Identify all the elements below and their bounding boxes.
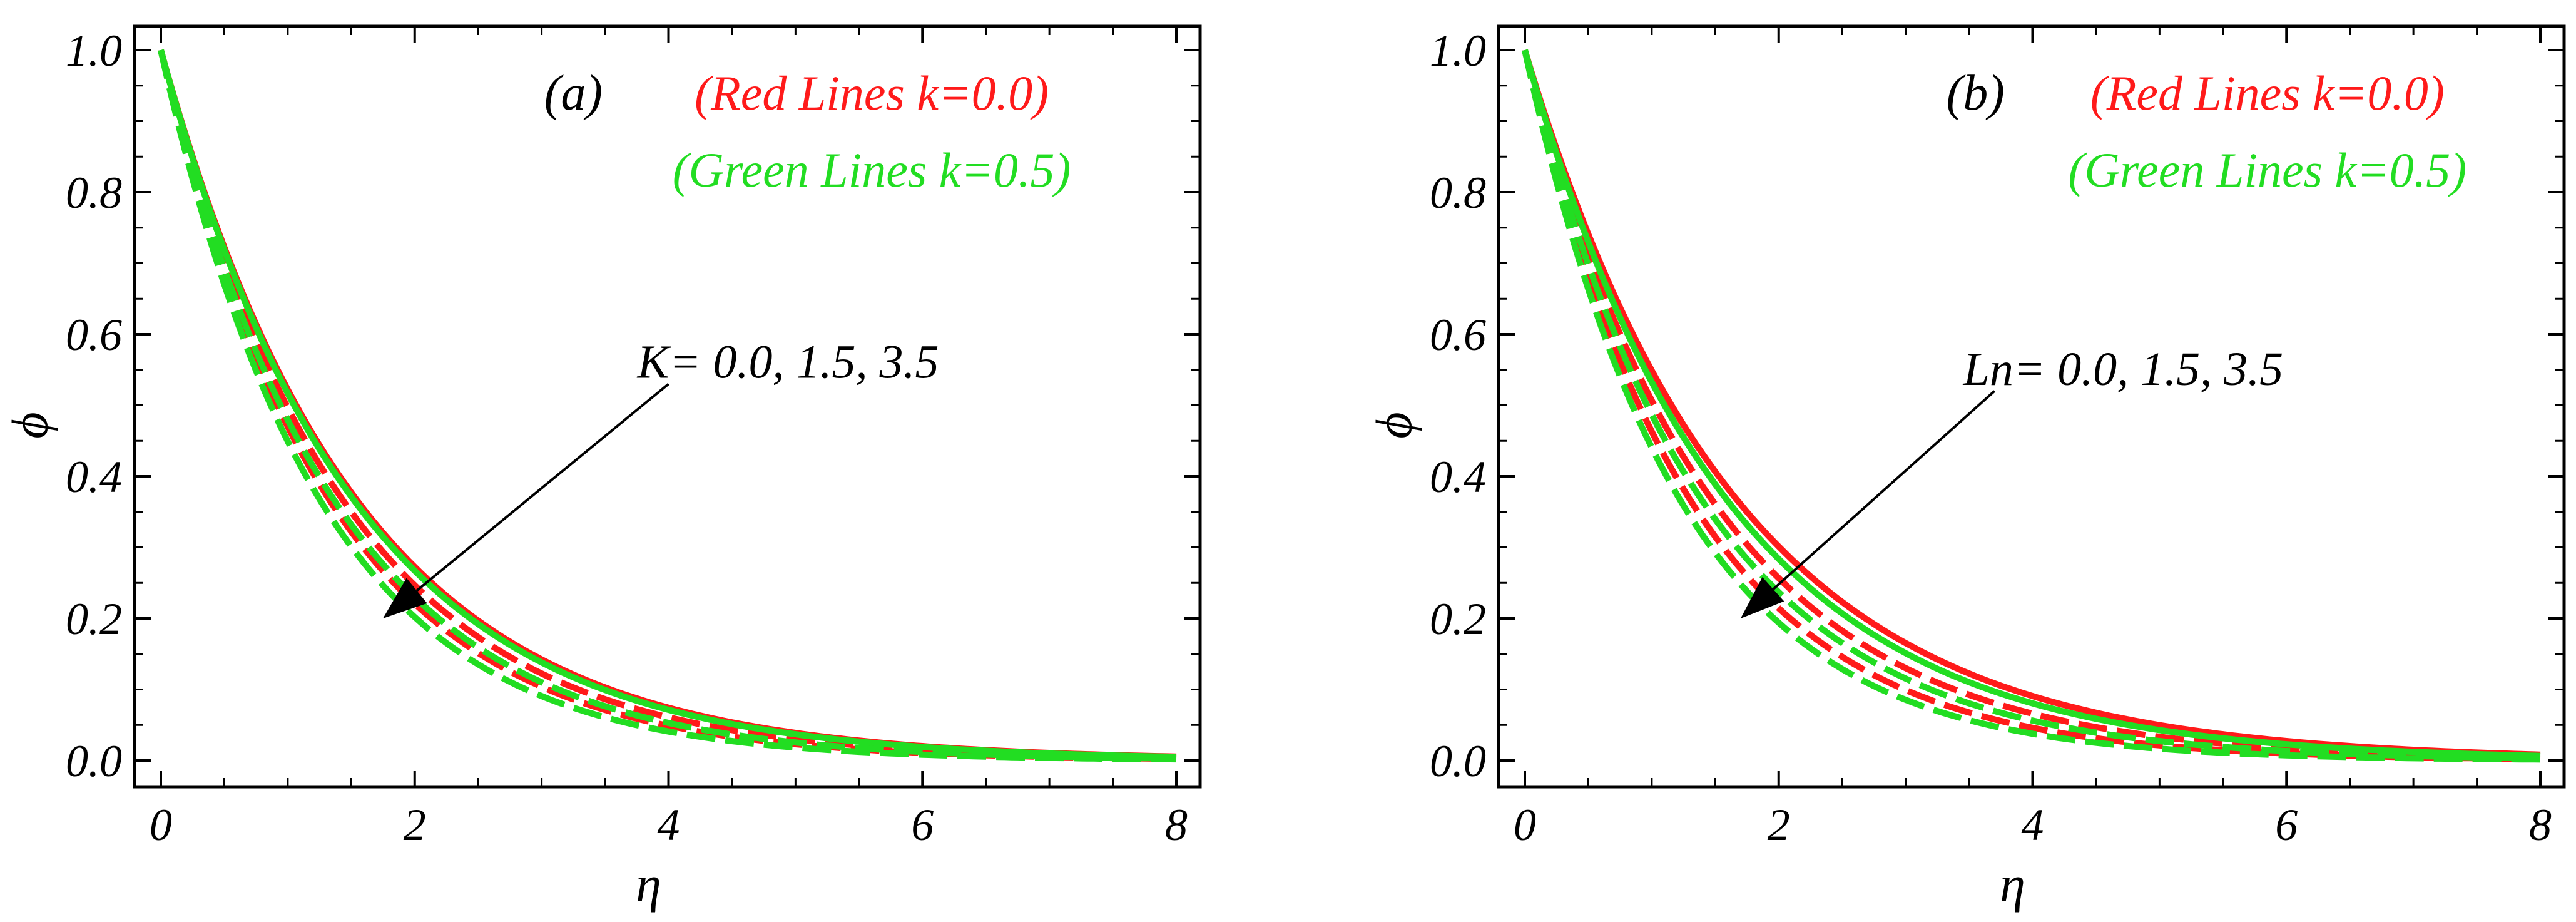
legend-red-lines: (Red Lines k=0.0) [2090,66,2445,120]
x-tick-label: 4 [658,800,680,850]
legend-green-lines: (Green Lines k=0.5) [2068,143,2467,197]
y-tick-label: 1.0 [66,26,122,76]
y-tick-label: 0.8 [1430,168,1486,218]
y-tick-label: 0.6 [1430,310,1486,360]
y-tick-label: 0.2 [1430,594,1486,644]
panel-label: (a) [544,66,603,121]
series-line-green-dashed-4 [1522,49,2541,762]
x-tick-label: 4 [2022,800,2044,850]
panel-a: 0 2 4 6 8 0.0 0.2 0.4 0.6 0.8 1.0 η ϕ (a) (Red Lines k… [1,24,1202,913]
x-tick-label: 6 [911,800,934,850]
y-tick-label: 0.8 [66,168,122,218]
annotation-arrow-shaft [1772,390,1995,590]
x-axis-title: η [636,856,661,913]
x-tick-label: 6 [2275,800,2298,850]
x-tick-label: 0 [1514,800,1536,850]
panel-b: 0 2 4 6 8 0.0 0.2 0.4 0.6 0.8 1.0 η ϕ (b) (Red Lines k… [1365,24,2566,913]
legend-red-lines: (Red Lines k=0.0) [695,66,1049,120]
series-line-green-dashed-5 [1522,49,2541,763]
y-tick-label: 1.0 [1430,26,1486,76]
y-tick-label: 0.4 [1430,452,1486,502]
x-tick-label: 2 [404,800,426,850]
series-line-green-dashed-4 [158,49,1177,762]
panel-label: (b) [1947,66,2005,121]
x-tick-label: 2 [1768,800,1790,850]
y-axis-title: ϕ [1365,412,1422,438]
plot-frame [1497,24,2566,789]
series-line-green-solid-3 [158,49,1177,761]
x-tick-label: 8 [2529,800,2552,850]
y-axis-title: ϕ [1,412,58,438]
x-axis-title: η [2000,856,2025,913]
x-tick-label: 0 [150,800,172,850]
series-line-green-solid-3 [1522,49,2541,759]
annotation-label: Ln= 0.0, 1.5, 3.5 [1963,343,2284,396]
y-tick-label: 0.0 [1430,736,1486,786]
x-tick-label: 8 [1165,800,1188,850]
annotation-label: K= 0.0, 1.5, 3.5 [637,336,939,388]
y-tick-label: 0.0 [66,736,122,786]
annotation-arrow-head [1740,576,1784,618]
series-line-green-dashed-5 [158,49,1177,763]
annotation-arrow-head [383,578,427,618]
y-tick-label: 0.4 [66,452,122,502]
legend-green-lines: (Green Lines k=0.5) [673,143,1071,197]
y-tick-label: 0.2 [66,594,122,644]
annotation-arrow-shaft [415,382,669,592]
y-tick-label: 0.6 [66,310,122,360]
